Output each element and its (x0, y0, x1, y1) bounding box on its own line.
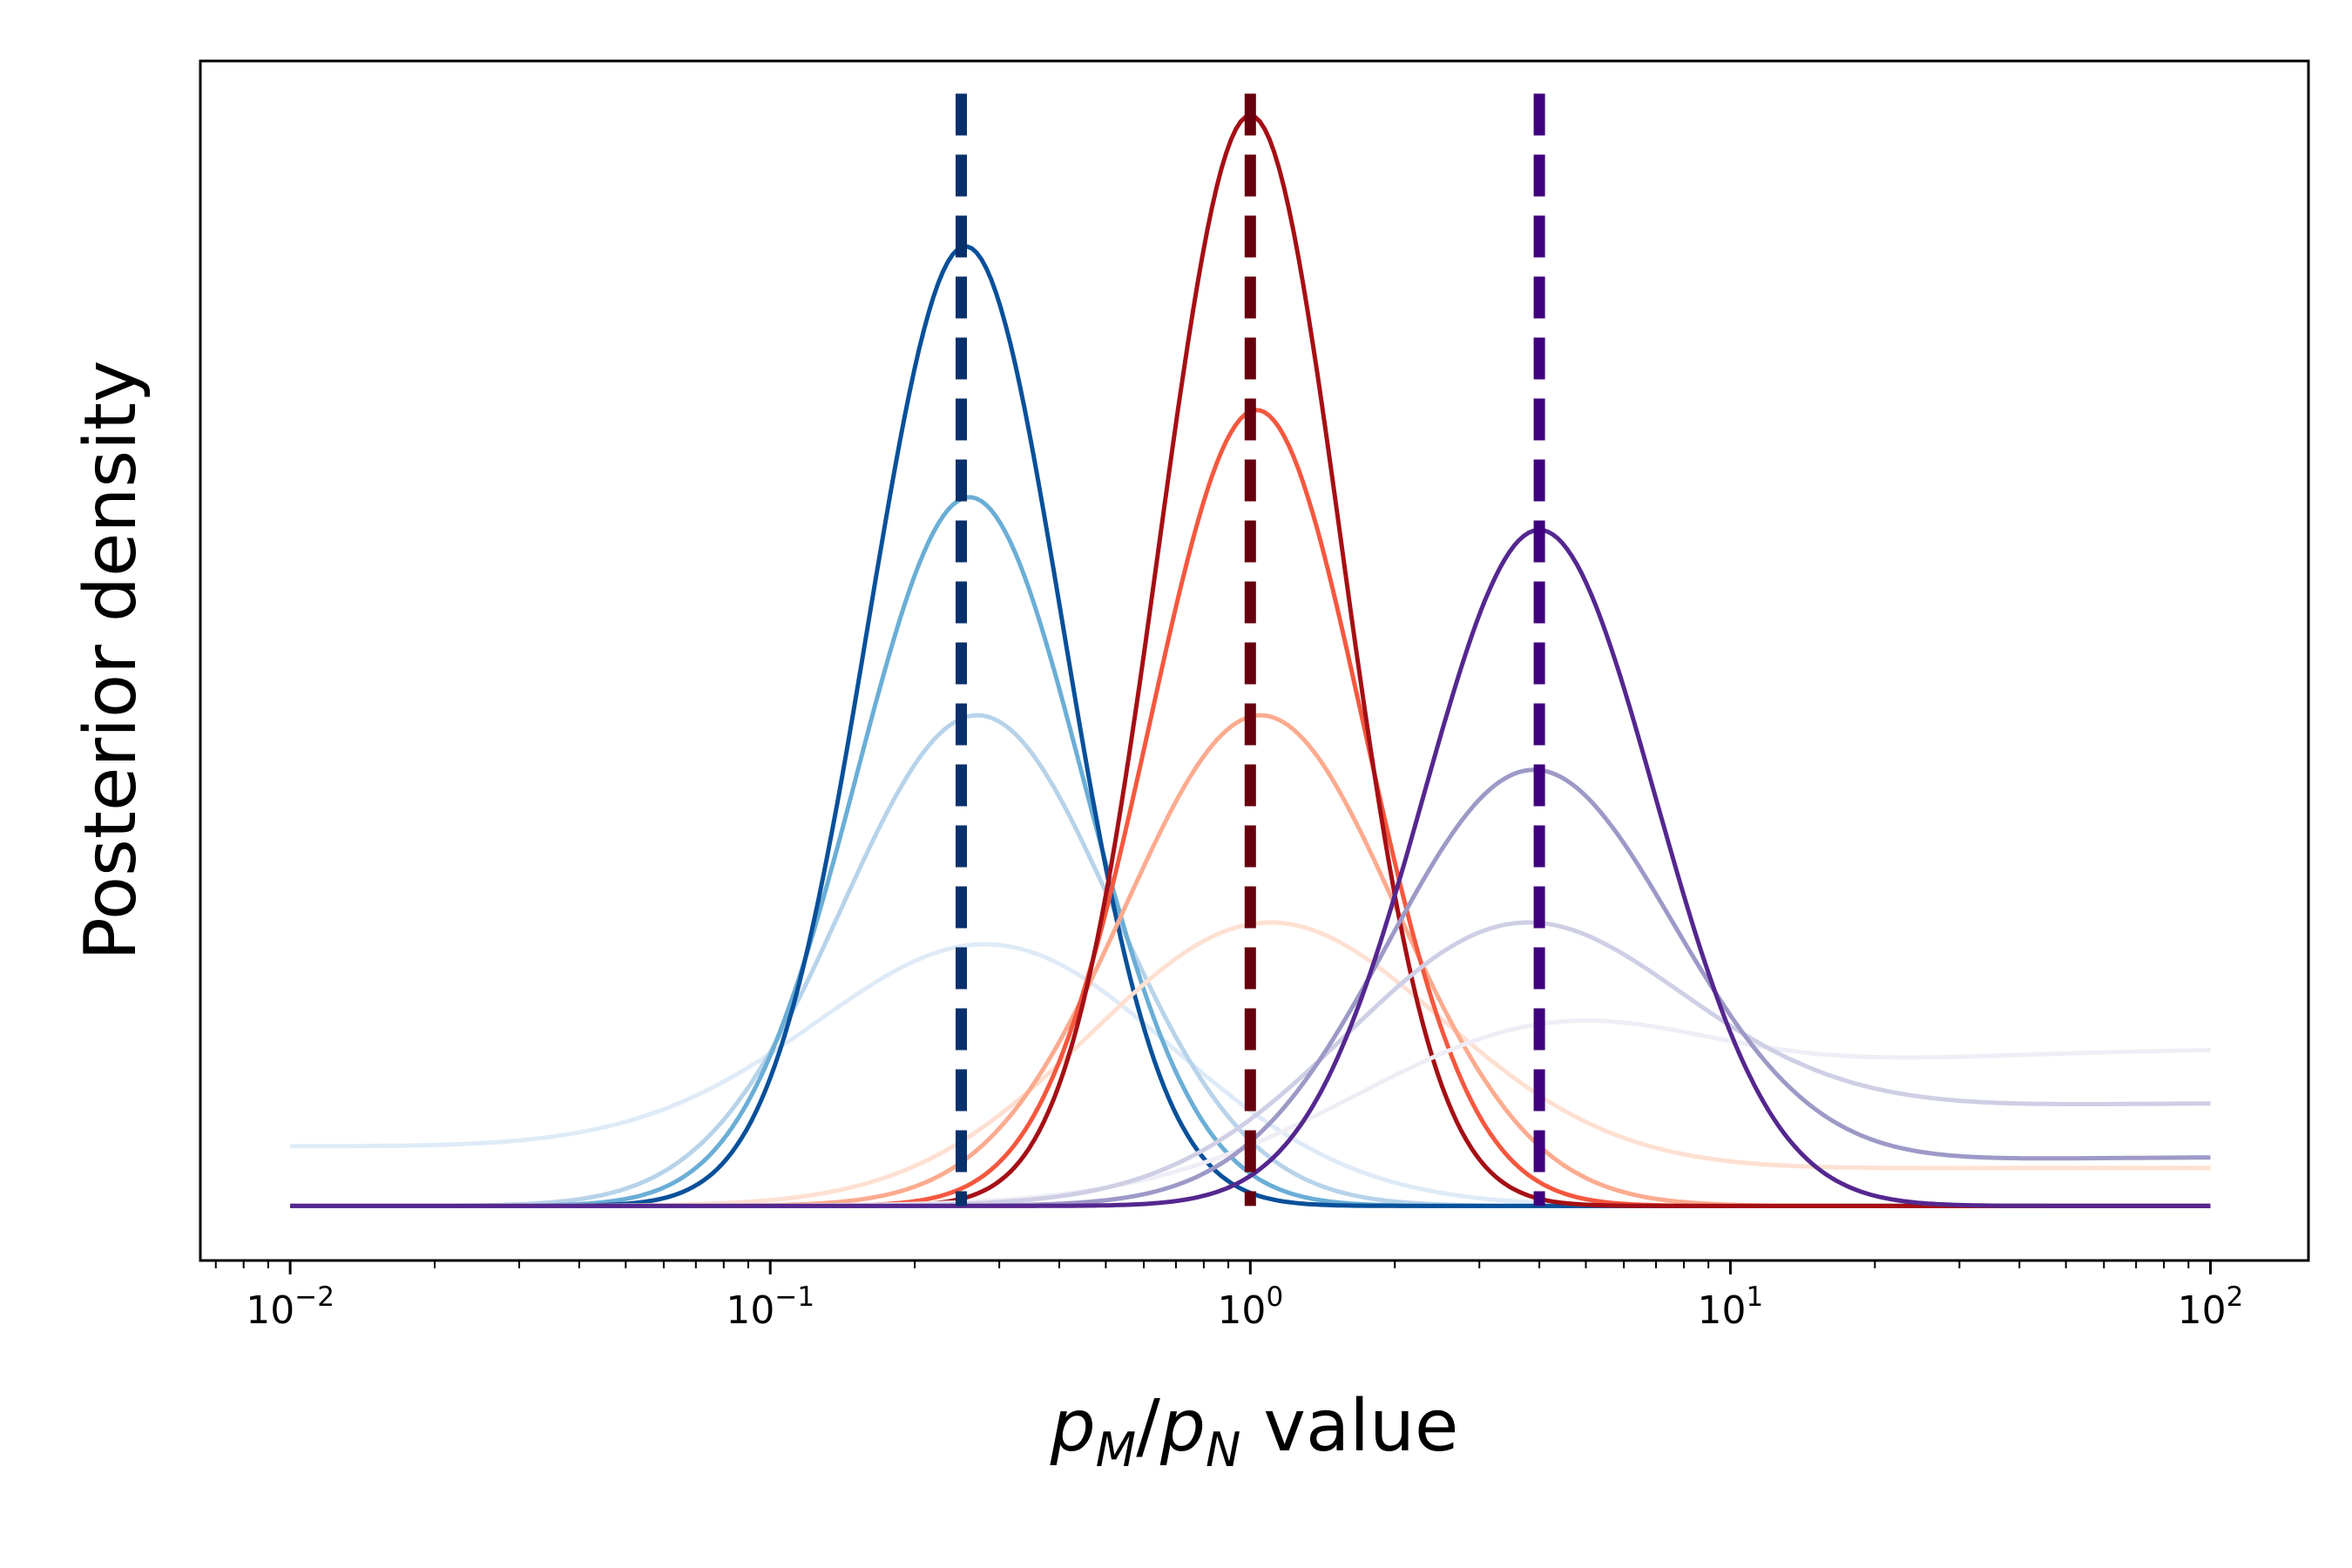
x-tick-label-2: 10−1 (726, 1281, 814, 1333)
x-label-rest: value (1240, 1385, 1458, 1468)
x-label-sub-m: M (1096, 1423, 1137, 1477)
x-label-p: p (1050, 1385, 1096, 1468)
y-axis-label: Posterior density (70, 360, 152, 960)
reference-lines (956, 93, 1545, 1206)
x-label-slash: / (1136, 1385, 1160, 1468)
x-axis-ticks: 10−2 10−1 100 101 102 (214, 1260, 2244, 1333)
x-tick-label-5: 102 (2178, 1281, 2244, 1333)
x-label-p2: p (1159, 1385, 1206, 1468)
x-axis-label: pM/pN value (1050, 1385, 1459, 1477)
x-tick-label-4: 101 (1698, 1281, 1764, 1333)
x-label-sub-n: N (1206, 1423, 1240, 1477)
plot-frame (199, 59, 2310, 1262)
x-tick-label-1: 10−2 (246, 1281, 335, 1333)
plot-area (290, 93, 2211, 1208)
series-line-purple-12 (290, 527, 2211, 1208)
x-tick-label-3: 100 (1217, 1281, 1283, 1333)
